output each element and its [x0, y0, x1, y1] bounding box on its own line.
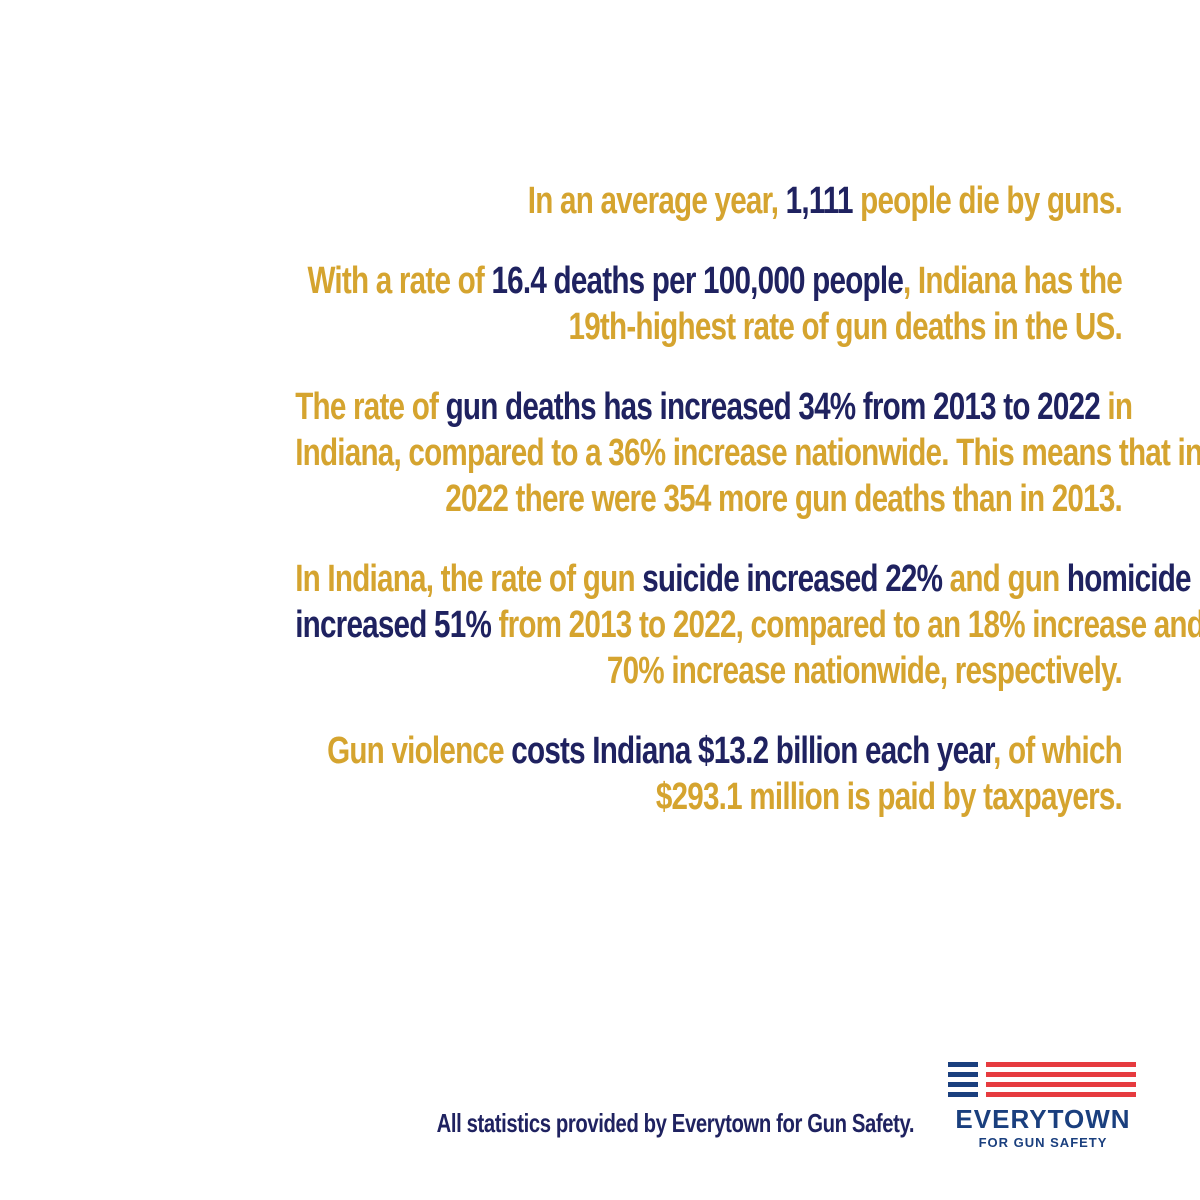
body-text: Indiana, compared to a 36% increase nati… [295, 432, 1200, 474]
body-text: 70% increase nationwide, respectively. [606, 650, 1123, 692]
body-text: With a rate of [307, 260, 492, 302]
stat-paragraph: With a rate of 16.4 deaths per 100,000 p… [295, 258, 1122, 350]
stat-paragraph: In an average year, 1,111 people die by … [295, 178, 1123, 224]
stat-line: 70% increase nationwide, respectively. [295, 648, 1123, 694]
body-text: $293.1 million is paid by taxpayers. [655, 776, 1123, 818]
body-text: in [1099, 386, 1133, 428]
body-text: from 2013 to 2022, compared to an 18% in… [491, 604, 1200, 646]
stat-line: The rate of gun deaths has increased 34%… [295, 384, 1133, 430]
body-text: , of which [993, 730, 1123, 772]
highlight-text: homicide [1066, 558, 1192, 600]
stat-line: $293.1 million is paid by taxpayers. [295, 774, 1123, 820]
body-text: 19th-highest rate of gun deaths in the U… [568, 306, 1122, 348]
stat-line: In an average year, 1,111 people die by … [295, 178, 1123, 224]
everytown-logo: EVERYTOWN FOR GUN SAFETY [948, 1060, 1138, 1150]
highlight-text: gun deaths has increased 34% from 2013 t… [445, 386, 1101, 428]
flag-stripes-icon [948, 1062, 1136, 1097]
stat-line: Indiana, compared to a 36% increase nati… [295, 430, 1200, 476]
highlight-text: suicide increased 22% [642, 558, 943, 600]
logo-tagline: FOR GUN SAFETY [978, 1135, 1108, 1150]
stat-paragraph: Gun violence costs Indiana $13.2 billion… [295, 728, 1123, 820]
body-text: Gun violence [327, 730, 512, 772]
source-note: All statistics provided by Everytown for… [436, 1108, 915, 1138]
stat-paragraph: The rate of gun deaths has increased 34%… [295, 384, 1200, 522]
highlight-text: 16.4 deaths per 100,000 people [491, 260, 904, 302]
stat-line: In Indiana, the rate of gun suicide incr… [295, 556, 1191, 602]
body-text: people die by guns. [852, 180, 1123, 222]
stat-paragraph: In Indiana, the rate of gun suicide incr… [295, 556, 1200, 694]
logo-wordmark: EVERYTOWN [955, 1104, 1131, 1134]
stat-line: With a rate of 16.4 deaths per 100,000 p… [295, 258, 1122, 304]
stats-text-block: In an average year, 1,111 people die by … [295, 178, 1200, 854]
stat-line: 2022 there were 354 more gun deaths than… [295, 476, 1123, 522]
stat-line: 19th-highest rate of gun deaths in the U… [295, 304, 1122, 350]
body-text: The rate of [295, 386, 446, 428]
stat-line: Gun violence costs Indiana $13.2 billion… [295, 728, 1123, 774]
body-text: , Indiana has the [903, 260, 1123, 302]
highlight-text: costs Indiana $13.2 billion each year [511, 730, 994, 772]
body-text: 2022 there were 354 more gun deaths than… [445, 478, 1123, 520]
highlight-text: increased 51% [295, 604, 492, 646]
highlight-text: 1,111 [785, 180, 854, 222]
body-text: and gun [942, 558, 1067, 600]
body-text: In Indiana, the rate of gun [295, 558, 643, 600]
body-text: In an average year, [527, 180, 786, 222]
stat-line: increased 51% from 2013 to 2022, compare… [295, 602, 1200, 648]
